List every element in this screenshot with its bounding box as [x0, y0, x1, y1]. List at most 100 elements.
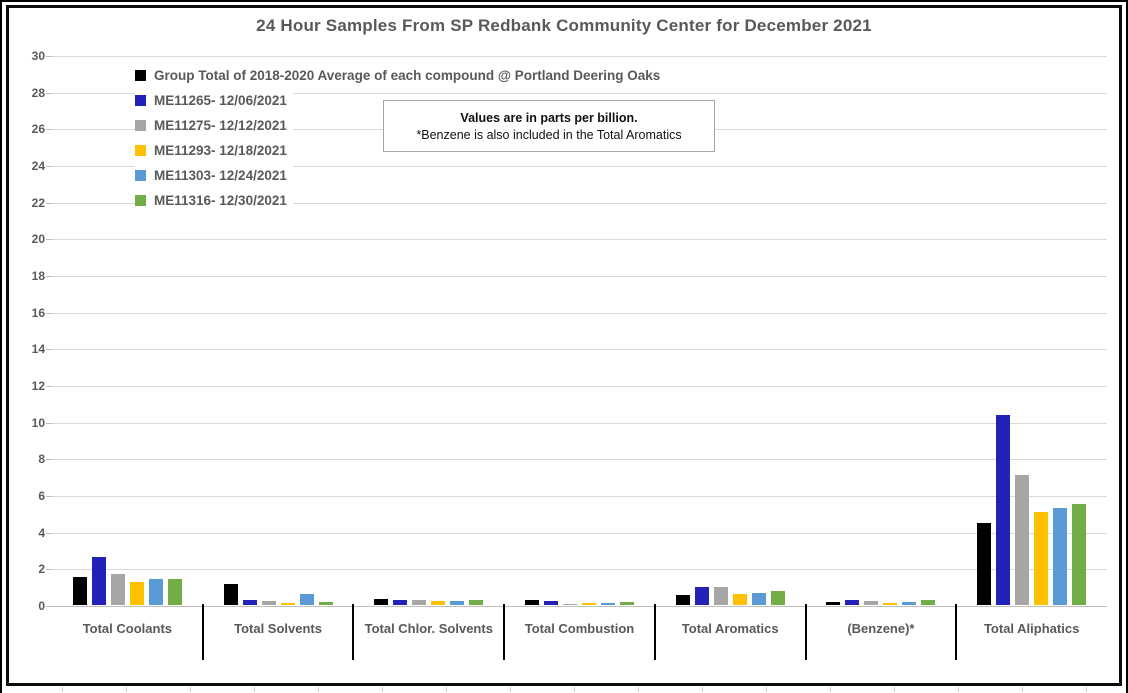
- bar-series-2-cat-5[interactable]: [864, 601, 879, 605]
- bar-series-1-cat-1[interactable]: [242, 600, 257, 605]
- bar-series-2-cat-3[interactable]: [562, 603, 577, 605]
- y-axis-tick-6: [46, 496, 52, 497]
- bar-series-3-cat-2[interactable]: [431, 601, 446, 605]
- bar-series-3-cat-3[interactable]: [581, 603, 596, 605]
- y-axis-tick-4: [46, 532, 52, 534]
- y-axis-label-6: 6: [38, 489, 45, 503]
- bar-series-1-cat-4[interactable]: [694, 586, 709, 605]
- bar-series-3-cat-6[interactable]: [1034, 512, 1049, 605]
- annotation-text-box[interactable]: Values are in parts per billion. *Benzen…: [383, 100, 715, 152]
- bar-series-4-cat-2[interactable]: [450, 601, 465, 605]
- bar-series-0-cat-5[interactable]: [826, 602, 841, 605]
- bar-series-0-cat-2[interactable]: [374, 598, 389, 605]
- legend-swatch-icon: [135, 120, 146, 131]
- bar-series-5-cat-6[interactable]: [1072, 504, 1087, 605]
- bar-series-2-cat-6[interactable]: [1015, 474, 1030, 605]
- y-axis-label-16: 16: [31, 305, 45, 320]
- y-axis-label-14: 14: [31, 342, 45, 357]
- y-axis-label-24: 24: [31, 159, 45, 173]
- y-axis-tick-10: [46, 422, 52, 424]
- bar-series-5-cat-0[interactable]: [167, 579, 182, 605]
- y-axis-tick-14: [46, 349, 52, 351]
- legend-swatch-icon: [135, 70, 146, 81]
- gridline-6: [52, 496, 1107, 497]
- legend-swatch-icon: [135, 145, 146, 156]
- bar-series-5-cat-1[interactable]: [318, 601, 333, 605]
- bar-series-1-cat-5[interactable]: [845, 600, 860, 605]
- bar-series-0-cat-4[interactable]: [675, 594, 690, 605]
- y-axis-label-22: 22: [31, 195, 45, 210]
- category-separator-1: [201, 604, 204, 660]
- category-separator-2: [352, 604, 355, 660]
- chart-content: 24 Hour Samples From SP Redbank Communit…: [9, 8, 1119, 683]
- legend-label: Group Total of 2018-2020 Average of each…: [154, 68, 661, 83]
- x-axis-label-6: Total Aliphatics: [983, 621, 1080, 636]
- legend-swatch-icon: [135, 195, 146, 206]
- gridline-16: [52, 312, 1107, 314]
- y-axis-tick-30: [46, 56, 52, 57]
- bar-series-1-cat-3[interactable]: [543, 601, 558, 605]
- x-axis-label-1: Total Solvents: [234, 621, 322, 636]
- bar-series-3-cat-0[interactable]: [129, 582, 144, 605]
- bar-series-0-cat-3[interactable]: [524, 600, 539, 605]
- chart-title[interactable]: 24 Hour Samples From SP Redbank Communit…: [256, 16, 872, 35]
- bar-series-4-cat-4[interactable]: [751, 593, 766, 605]
- y-axis-tick-12: [46, 386, 52, 387]
- bar-series-0-cat-0[interactable]: [72, 576, 87, 605]
- bar-series-5-cat-3[interactable]: [619, 602, 634, 605]
- bar-group-6: [956, 55, 1107, 605]
- legend-swatch-icon: [135, 170, 146, 181]
- y-axis-label-8: 8: [38, 452, 45, 467]
- bar-series-5-cat-4[interactable]: [770, 591, 785, 605]
- bar-series-2-cat-4[interactable]: [713, 586, 728, 605]
- y-axis-label-26: 26: [31, 122, 45, 137]
- bar-series-2-cat-2[interactable]: [412, 600, 427, 605]
- y-axis-tick-0: [46, 606, 52, 607]
- legend-item-1[interactable]: ME11265- 12/06/2021: [135, 88, 293, 113]
- bar-series-4-cat-3[interactable]: [600, 603, 615, 605]
- bar-series-3-cat-1[interactable]: [280, 602, 295, 605]
- bar-group-2: [353, 55, 504, 605]
- legend-item-4[interactable]: ME11303- 12/24/2021: [135, 163, 293, 188]
- y-axis-label-12: 12: [31, 379, 45, 393]
- bar-series-3-cat-5[interactable]: [883, 602, 898, 605]
- y-axis-tick-18: [46, 276, 52, 277]
- gridline-22: [52, 202, 1107, 204]
- legend-item-0[interactable]: Group Total of 2018-2020 Average of each…: [135, 63, 667, 88]
- bar-series-2-cat-0[interactable]: [110, 573, 125, 605]
- bar-series-4-cat-6[interactable]: [1053, 507, 1068, 605]
- bar-series-0-cat-6[interactable]: [977, 522, 992, 605]
- bar-series-4-cat-1[interactable]: [299, 594, 314, 605]
- legend-item-2[interactable]: ME11275- 12/12/2021: [135, 113, 293, 138]
- bar-series-1-cat-0[interactable]: [91, 557, 106, 605]
- bar-series-4-cat-5[interactable]: [902, 602, 917, 605]
- legend-label: ME11293- 12/18/2021: [154, 143, 287, 158]
- y-axis-tick-20: [46, 239, 52, 241]
- bar-series-2-cat-1[interactable]: [261, 601, 276, 605]
- gridline-20: [52, 239, 1107, 241]
- bar-group-3: [504, 55, 655, 605]
- annotation-line-units: Values are in parts per billion.: [460, 110, 638, 125]
- y-axis-label-28: 28: [31, 85, 45, 100]
- bar-series-5-cat-5[interactable]: [921, 600, 936, 605]
- bar-series-1-cat-6[interactable]: [996, 415, 1011, 605]
- bar-series-0-cat-1[interactable]: [223, 583, 238, 605]
- bar-series-5-cat-2[interactable]: [469, 600, 484, 605]
- legend: Group Total of 2018-2020 Average of each…: [135, 63, 667, 213]
- x-axis-label-2: Total Chlor. Solvents: [364, 621, 493, 636]
- gridline-30: [52, 56, 1107, 57]
- legend-item-3[interactable]: ME11293- 12/18/2021: [135, 138, 293, 163]
- legend-item-5[interactable]: ME11316- 12/30/2021: [135, 188, 293, 213]
- bar-series-3-cat-4[interactable]: [732, 594, 747, 605]
- gridline-28: [52, 92, 1107, 94]
- x-axis-label-3: Total Combustion: [524, 621, 635, 636]
- bar-series-4-cat-0[interactable]: [148, 579, 163, 605]
- worksheet-cells-strip: [2, 687, 1126, 693]
- category-separator-5: [804, 604, 807, 660]
- category-separator-4: [653, 604, 656, 660]
- chart-area[interactable]: 24 Hour Samples From SP Redbank Communit…: [6, 5, 1122, 686]
- gridline-4: [52, 532, 1107, 534]
- x-axis-line: [52, 606, 1107, 607]
- bar-series-1-cat-2[interactable]: [393, 599, 408, 605]
- y-axis-label-20: 20: [31, 232, 45, 247]
